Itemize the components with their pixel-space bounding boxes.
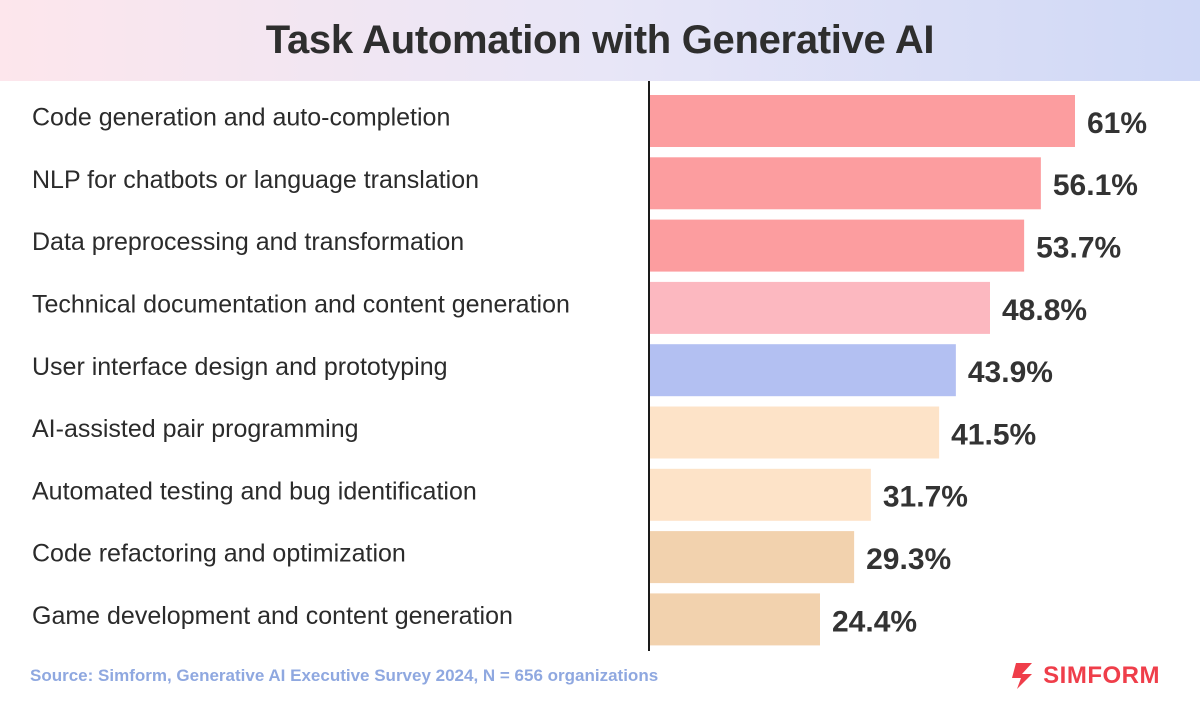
chart-title: Task Automation with Generative AI	[265, 18, 935, 62]
bar-3	[650, 219, 1025, 272]
value-label-1: 61%	[1087, 107, 1147, 140]
bar-4	[650, 281, 990, 334]
bar-chart: Code generation and auto-completion 61% NL…	[32, 81, 1147, 651]
category-label-4: Technical documentation and content gene…	[32, 291, 570, 319]
bar-2	[650, 157, 1041, 210]
category-label-9: Game development and content generation	[32, 602, 513, 630]
bar-6	[650, 406, 940, 459]
simform-logo-icon	[1012, 663, 1033, 689]
category-label-8: Code refactoring and optimization	[32, 540, 406, 568]
bar-1	[650, 95, 1075, 147]
value-label-8: 29.3%	[866, 543, 951, 576]
bar-8	[650, 531, 855, 584]
bar-7	[650, 468, 871, 521]
value-label-7: 31.7%	[883, 481, 968, 514]
chart-header: Task Automation with Generative AI	[0, 0, 1200, 81]
brand: SIMFORM	[1007, 660, 1160, 692]
value-label-3: 53.7%	[1036, 232, 1121, 265]
source-note: Source: Simform, Generative AI Executive…	[30, 666, 659, 685]
value-label-2: 56.1%	[1053, 169, 1138, 202]
category-label-7: Automated testing and bug identification	[32, 477, 477, 505]
value-label-4: 48.8%	[1002, 294, 1087, 327]
value-label-5: 43.9%	[968, 356, 1053, 389]
category-label-1: Code generation and auto-completion	[32, 104, 450, 132]
brand-name: SIMFORM	[1043, 662, 1160, 689]
value-label-6: 41.5%	[951, 418, 1036, 451]
bar-9	[650, 593, 820, 646]
category-label-6: AI-assisted pair programming	[32, 415, 359, 443]
category-label-2: NLP for chatbots or language translation	[32, 166, 479, 194]
category-label-5: User interface design and prototyping	[32, 353, 448, 381]
bar-5	[650, 344, 956, 397]
category-label-3: Data preprocessing and transformation	[32, 228, 464, 256]
value-label-9: 24.4%	[832, 605, 917, 638]
